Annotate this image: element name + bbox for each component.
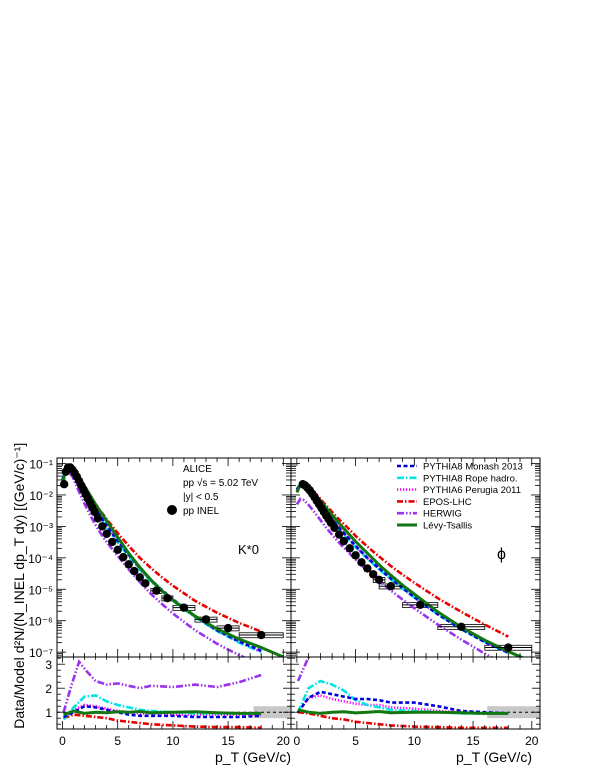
ratio-curve-herwig [296,657,312,682]
ratio-tick-label: 3 [45,658,52,672]
data-point [113,545,122,555]
panel-0: 0 5 10 15 20 10⁻¹ 10⁻² 10⁻³ 10⁻⁴ 10⁻⁵ 10⁻⁶ 10⁻⁷ 1 2 3 [28,457,292,748]
x-axis-title-left: p_T (GeV/c) [215,749,291,765]
data-point [339,536,349,546]
y-axis-title: d²N/(N_INEL dp_T dy) [(GeV/c)⁻¹] [11,443,27,653]
legend-label-levy: Lévy-Tsallis [423,521,472,532]
ratio-curve-levy [297,708,509,715]
data-point [369,570,378,579]
ratio-curve-epos [297,710,509,729]
data-legend-label: pp INEL [183,506,220,517]
ratio-curve-monash [296,690,509,715]
data-point [363,564,372,573]
data-point [334,530,344,539]
model-curve-herwig [295,497,494,657]
model-curve-levy [61,465,284,657]
x-tick-label: 5 [114,734,121,748]
x-tick-label: 20 [277,734,291,748]
ratio-tick-label: 1 [45,706,52,720]
x-tick-label: 0 [294,734,301,748]
model-curve-perugia [61,464,262,653]
data-point [345,544,354,553]
ratio-curve-rope [296,679,509,715]
data-point [119,552,128,562]
data-point [374,575,384,585]
data-point [256,630,266,640]
data-point [163,593,172,603]
model-curve-rope [61,465,262,654]
x-tick-label: 15 [466,734,480,748]
data-point [107,537,117,547]
model-curve-monash [61,464,262,652]
ratio-curve-monash [63,704,262,719]
normalization-band [253,706,291,719]
data-point [357,558,366,567]
data-point [130,566,139,576]
data-point [59,480,69,489]
y-tick-label: 10⁻³ [29,520,53,534]
x-tick-label: 0 [59,734,66,748]
x-axis-title-right: p_T (GeV/c) [456,749,532,765]
particle-label-phi: ϕ [497,546,506,563]
spectrum-plot [295,480,533,657]
data-point [141,579,150,588]
model-curve-epos [295,483,509,638]
y-tick-label: 10⁻⁶ [28,615,53,629]
data-point [102,529,111,539]
energy-label: pp √s = 5.02 TeV [183,477,258,489]
legend-label-epos: EPOS-LHC [423,497,472,508]
ratio-plot [57,659,291,729]
data-point [98,522,107,531]
data-point [457,622,466,631]
ratio-curve-levy [63,709,262,717]
data-point [223,623,233,633]
data-point [386,582,396,591]
data-legend-marker [167,505,177,515]
data-point [90,507,99,517]
model-curve-epos [61,466,262,633]
ratio-axis-title: Data/Model [11,657,27,729]
x-tick-label: 5 [352,734,359,748]
particle-label-kstar: K*0 [238,542,259,557]
data-point [93,514,103,523]
bottom-frame [290,656,541,730]
legend-label-perugia: PYTHIA6 Perugia 2011 [423,485,521,496]
data-point [152,586,161,595]
data-point [504,643,513,652]
panel-1: 0 5 10 15 20 [290,457,541,748]
ratio-plot [291,657,540,729]
x-tick-label: 10 [408,734,422,748]
data-point [124,560,133,569]
x-tick-label: 10 [166,734,180,748]
data-point [179,603,189,612]
rapidity-label: |y| < 0.5 [183,492,219,503]
y-tick-label: 10⁻⁴ [28,552,53,566]
x-tick-label: 20 [525,734,539,748]
x-tick-label: 15 [221,734,235,748]
ratio-tick-label: 2 [45,682,52,696]
y-tick-label: 10⁻¹ [29,458,53,472]
y-tick-label: 10⁻⁵ [28,583,53,597]
panels-layer: 0 5 10 15 2010⁻¹10⁻²10⁻³10⁻⁴10⁻⁵10⁻⁶10⁻⁷1230… [28,457,541,748]
experiment-label: ALICE [183,464,212,475]
ratio-curve-herwig [62,659,262,713]
y-tick-label: 10⁻² [29,489,53,503]
data-point [201,615,211,624]
ratio-curve-epos [63,713,262,729]
legend-label-rope: PYTHIA8 Rope hadro. [423,473,518,484]
legend-label-herwig: HERWIG [423,509,462,520]
legend-label-monash: PYTHIA8 Monash 2013 [423,462,523,473]
data-point [135,573,144,582]
y-tick-label: 10⁻⁷ [29,646,53,660]
spectrum-plot [59,463,284,657]
data-point [330,523,339,533]
data-point [351,551,360,560]
data-point [415,600,425,610]
